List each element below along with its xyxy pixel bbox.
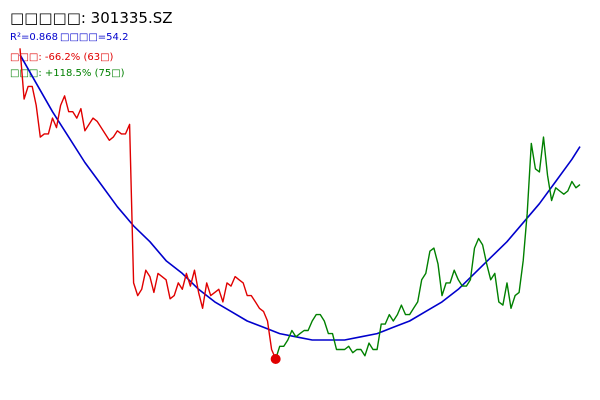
rise-series-line: [275, 136, 581, 360]
decline-label: □□□: -66.2% (63□): [10, 52, 114, 63]
plot-area: [19, 48, 581, 364]
fit-series-line: [19, 54, 581, 341]
fit-r2-label: R²=0.868: [10, 32, 58, 43]
decline-series-line: [19, 48, 277, 360]
low-point-marker: [270, 354, 281, 364]
fit-extra-label: □□□□=54.2: [60, 32, 128, 43]
chart-title: □□□□□: 301335.SZ: [10, 9, 173, 27]
rise-label: □□□: +118.5% (75□): [10, 68, 125, 79]
